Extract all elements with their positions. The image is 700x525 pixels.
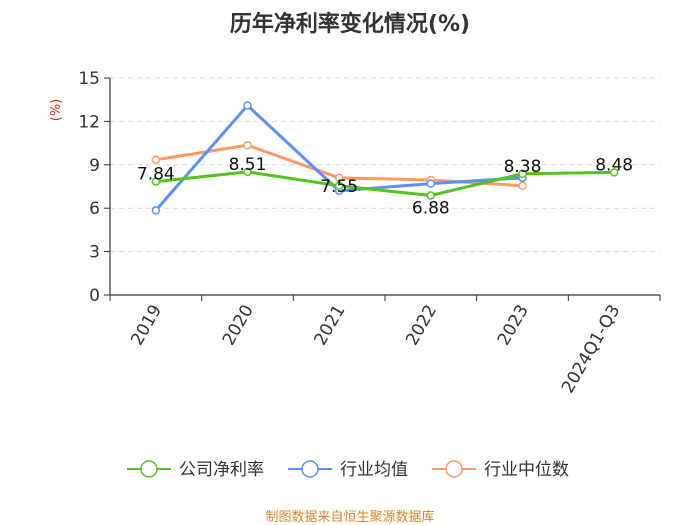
x-tick-label: 2021 (311, 302, 350, 349)
data-point (334, 181, 344, 191)
data-point (243, 167, 252, 177)
data-labels: 7.84 8.51 7.55 6.88 8.38 8.48 (137, 155, 633, 219)
data-point (151, 206, 161, 215)
data-point (609, 168, 619, 177)
y-tick-label: 0 (89, 286, 100, 306)
y-tick-label: 9 (89, 156, 100, 176)
data-point (426, 191, 436, 200)
data-point (518, 169, 527, 179)
x-tick-label: 2022 (402, 302, 441, 349)
y-tick-label: 6 (89, 199, 100, 219)
legend-swatch-marker (301, 460, 319, 478)
data-point (243, 141, 252, 150)
data-label: 8.51 (229, 155, 267, 175)
data-label: 8.38 (504, 157, 542, 177)
x-tick-label: 2023 (494, 302, 533, 349)
data-point (243, 101, 252, 110)
legend-label: 公司净利率 (179, 460, 264, 480)
legend-label: 行业中位数 (484, 460, 569, 480)
chart-title: 历年净利率变化情况(%) (229, 12, 471, 37)
x-tick-label: 2024Q1-Q3 (558, 302, 625, 397)
data-label: 6.88 (412, 198, 450, 218)
series-line-0 (155, 170, 615, 197)
legend-item-1: 行业均值 (288, 460, 408, 480)
legend: 公司净利率 行业均值 行业中位数 (127, 460, 569, 480)
axes: 0 3 6 9 12 15 (%) 2019 2020 2021 2022 2023 2024Q1-Q3 (49, 69, 661, 397)
data-point (151, 177, 161, 186)
y-tick-label: 15 (78, 69, 100, 89)
data-label: 7.84 (137, 165, 175, 185)
x-tick-label: 2019 (127, 302, 166, 349)
data-label: 7.55 (320, 177, 358, 197)
legend-item-0: 公司净利率 (127, 460, 264, 480)
x-tick-label: 2020 (219, 302, 258, 349)
data-label: 8.48 (595, 155, 633, 175)
legend-item-2: 行业中位数 (432, 460, 569, 480)
legend-swatch-marker (140, 460, 158, 478)
y-axis-label: (%) (49, 99, 64, 122)
data-point (334, 173, 344, 183)
data-point (151, 155, 161, 164)
y-tick-label: 3 (89, 243, 100, 263)
grid-lines (110, 77, 660, 253)
legend-label: 行业均值 (340, 460, 408, 480)
data-point (426, 179, 436, 188)
y-tick-label: 12 (78, 112, 100, 132)
data-point (518, 181, 527, 191)
legend-swatch-marker (445, 460, 463, 478)
series-lines (151, 101, 619, 215)
source-note: 制图数据来自恒生聚源数据库 (265, 510, 435, 525)
